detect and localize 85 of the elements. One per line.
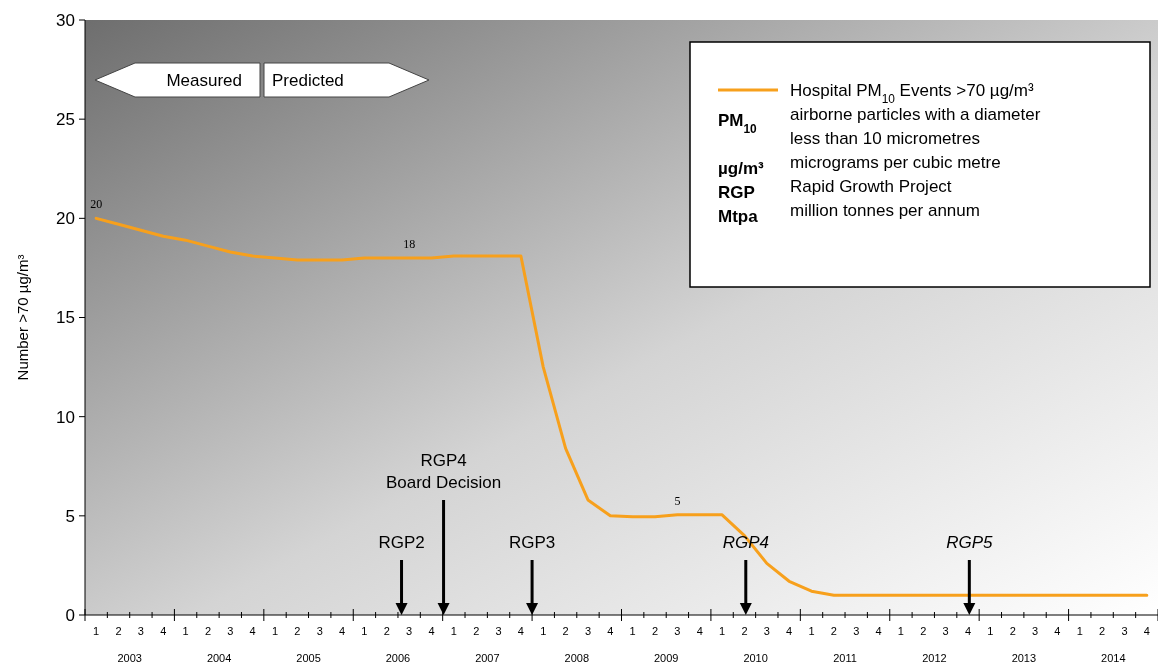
text: 2010 (743, 652, 768, 664)
annotation: million tonnes per annum (790, 201, 980, 220)
x-tick-label: 4 (339, 625, 346, 637)
x-tick-label: 1 (540, 625, 547, 637)
x-tick-label: 1 (271, 625, 279, 637)
x-tick-label: 1 (987, 625, 994, 637)
y-tick-label: 25 (56, 110, 75, 130)
x-tick-label: 2 (830, 625, 837, 637)
data-label: 18 (403, 237, 416, 251)
y-tick-label: 5 (65, 506, 75, 526)
x-tick-label: 2 (741, 625, 748, 637)
x-tick-label: 4 (875, 625, 882, 637)
y-axis-title: Number >70 µg/m³ (14, 254, 31, 381)
x-tick-label: 3 (853, 625, 860, 637)
x-tick-label: 3 (495, 625, 502, 637)
x-tick-label: 4 (696, 625, 703, 637)
annotation: Predicted (272, 70, 344, 90)
text: 2005 (296, 652, 321, 664)
x-tick-label: 2 (562, 625, 569, 637)
x-tick-label: 2 (204, 625, 212, 637)
annotation: RGP4 Board Decision (385, 451, 502, 492)
y-tick-label: 10 (56, 407, 75, 427)
x-tick-label: 3 (763, 625, 770, 637)
x-tick-label: 1 (897, 625, 904, 637)
x-tick-label: 2 (1099, 625, 1106, 637)
x-tick-label: 3 (674, 625, 681, 637)
x-tick-label: 1 (808, 625, 815, 637)
annotation: µg/m³ (718, 158, 765, 178)
x-tick-label: 1 (93, 625, 100, 637)
text: 2007 (475, 652, 500, 664)
x-tick-label: 4 (160, 625, 167, 637)
text: 2004 (206, 652, 232, 664)
text: 2006 (385, 652, 411, 664)
text: 2003 (117, 652, 142, 664)
x-tick-label: 3 (316, 625, 323, 637)
x-tick-label: 1 (361, 625, 368, 637)
x-tick-label: 3 (584, 625, 592, 637)
x-tick-label: 3 (406, 625, 413, 637)
x-tick-label: 4 (249, 625, 256, 637)
x-tick-label: 4 (517, 625, 524, 637)
annotation: RGP2 (378, 533, 425, 552)
y-tick-label: 30 (56, 10, 75, 30)
x-tick-label: 1 (629, 625, 636, 637)
annotation: Mtpa (718, 206, 759, 226)
text: 2008 (564, 652, 590, 664)
annotation: PM$_{10}$ (718, 110, 758, 136)
annotation: Rapid Growth Project (790, 177, 952, 196)
x-tick-label: 1 (182, 625, 189, 637)
annotation: Measured (166, 70, 242, 90)
x-tick-label: 4 (1054, 625, 1061, 637)
y-tick-label: 0 (65, 605, 75, 625)
x-tick-label: 2 (1009, 625, 1016, 637)
annotation: RGP5 (946, 533, 994, 552)
text: 2014 (1101, 652, 1126, 664)
x-tick-label: 1 (450, 625, 457, 637)
x-tick-label: 2 (473, 625, 480, 637)
text: 2012 (922, 652, 947, 664)
text: 2011 (833, 652, 857, 664)
x-tick-label: 4 (964, 625, 972, 637)
x-tick-label: 1 (1076, 625, 1083, 637)
data-label: 20 (90, 197, 103, 212)
x-tick-label: 3 (137, 625, 144, 637)
x-tick-label: 1 (719, 625, 726, 637)
x-tick-label: 2 (115, 625, 122, 637)
text: 2013 (1011, 652, 1037, 664)
x-tick-label: 3 (227, 625, 234, 637)
legend-label: Hospital PM$_{10}$ Events >70 µg/m³ (790, 80, 1034, 106)
x-tick-label: 3 (1121, 625, 1128, 637)
x-tick-label: 2 (294, 625, 301, 637)
x-tick-label: 4 (786, 625, 793, 637)
annotation: micrograms per cubic metre (790, 153, 1001, 172)
x-tick-label: 2 (651, 625, 659, 637)
x-tick-label: 2 (920, 625, 927, 637)
data-label: 5 (674, 493, 681, 508)
text: 2009 (653, 652, 679, 664)
y-tick-label: 20 (56, 209, 75, 229)
x-tick-label: 4 (607, 625, 614, 637)
annotation: RGP3 (508, 533, 556, 552)
x-tick-label: 4 (428, 625, 435, 637)
annotation: RGP (718, 182, 755, 202)
x-tick-label: 2 (383, 625, 390, 637)
x-tick-label: 3 (942, 625, 949, 637)
y-tick-label: 15 (56, 308, 75, 328)
x-tick-label: 4 (1143, 625, 1150, 637)
x-tick-label: 3 (1031, 625, 1039, 637)
